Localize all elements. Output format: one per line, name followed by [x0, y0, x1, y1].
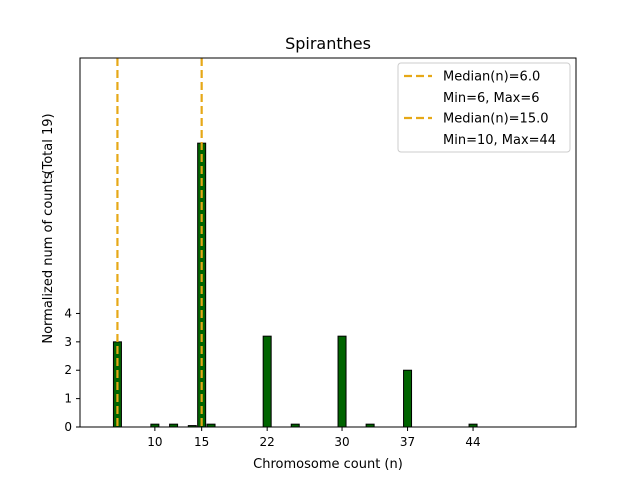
chart-title: Spiranthes	[285, 34, 371, 53]
median-lines-layer	[116, 58, 203, 427]
bar-n-22	[262, 335, 272, 428]
x-tick-label: 22	[260, 435, 275, 449]
y-axis-ticks: 0 1 2 3 4	[64, 306, 80, 434]
y-axis-label: Normalized num of counts	[41, 172, 56, 343]
x-tick-label: 30	[334, 435, 349, 449]
legend-median-label: Median(n)=6.0	[443, 70, 540, 85]
y-tick-label: 2	[64, 363, 72, 377]
y-tick-label: 0	[64, 420, 72, 434]
y-tick-label: 1	[64, 392, 72, 406]
plot-frame	[79, 57, 577, 428]
bar-n-30	[337, 335, 347, 428]
x-axis-ticks: 10 15 22 30 37 44	[147, 427, 481, 449]
legend-range-label: Min=6, Max=6	[443, 91, 540, 106]
y-axis-total-note: (Total 19)	[41, 113, 56, 174]
x-tick-label: 37	[400, 435, 415, 449]
legend: Median(n)=6.0 Min=6, Max=6 Median(n)=15.0 M…	[397, 62, 571, 153]
x-axis-label: Chromosome count (n)	[253, 457, 403, 472]
legend-median-label: Median(n)=15.0	[443, 112, 549, 127]
legend-range-label: Min=10, Max=44	[443, 133, 556, 148]
legend-box	[397, 62, 571, 153]
x-tick-label: 10	[147, 435, 162, 449]
x-tick-label: 15	[194, 435, 209, 449]
x-tick-label: 44	[465, 435, 480, 449]
bar-n-37	[403, 369, 413, 428]
y-tick-label: 4	[64, 306, 72, 320]
y-tick-label: 3	[64, 335, 72, 349]
